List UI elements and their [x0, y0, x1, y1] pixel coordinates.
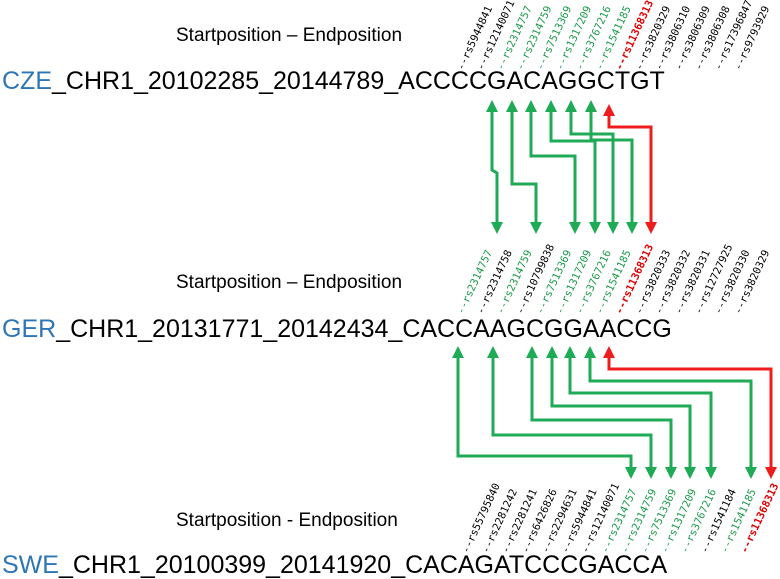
sequence-line-ger: GER_CHR1_20131771_20142434_CACCAAGCGGAAC… [2, 315, 672, 343]
connector-rs11368313-cze-ger [603, 104, 657, 234]
connector-rs2314757-cze-ger [486, 100, 503, 234]
position-label-swe: Startposition - Endposition [176, 510, 398, 531]
sequence-line-swe: SWE_CHR1_20100399_20141920_CACAGATCCCGAC… [2, 551, 667, 579]
snp-labels-cze: --rs5944841--rs12140071--rs2314757--rs23… [455, 0, 772, 72]
snp-labels-ger: --rs2314757--rs2314758--rs2314759--rs107… [455, 242, 772, 316]
connector-rs7513369-cze-ger [525, 100, 581, 234]
sequence-rest-ger: _CHR1_20131771_20142434_CACCAAGCGGAACCG [55, 315, 672, 343]
position-label-cze: Startposition – Endposition [176, 25, 402, 46]
connectors-cze-ger [486, 100, 657, 234]
connector-rs1317209-cze-ger [545, 100, 601, 234]
sequence-rest-cze: _CHR1_20102285_20144789_ACCCCGACAGGCTGT [51, 67, 665, 95]
sequence-line-cze: CZE_CHR1_20102285_20144789_ACCCCGACAGGCT… [2, 67, 665, 95]
country-code-swe: SWE [2, 551, 59, 579]
position-label-ger: Startposition – Endposition [176, 272, 402, 293]
country-code-cze: CZE [2, 67, 52, 95]
connector-rs2314757-ger-swe [452, 346, 637, 479]
sequence-rest-swe: _CHR1_20100399_20141920_CACAGATCCCGACCA [58, 551, 668, 579]
connectors-ger-swe [452, 346, 777, 479]
country-code-ger: GER [2, 315, 56, 343]
connector-rs11368313-ger-swe [603, 346, 777, 479]
snp-labels-swe: --rs55795840--rs2281242--rs2281241--rs64… [460, 481, 780, 555]
